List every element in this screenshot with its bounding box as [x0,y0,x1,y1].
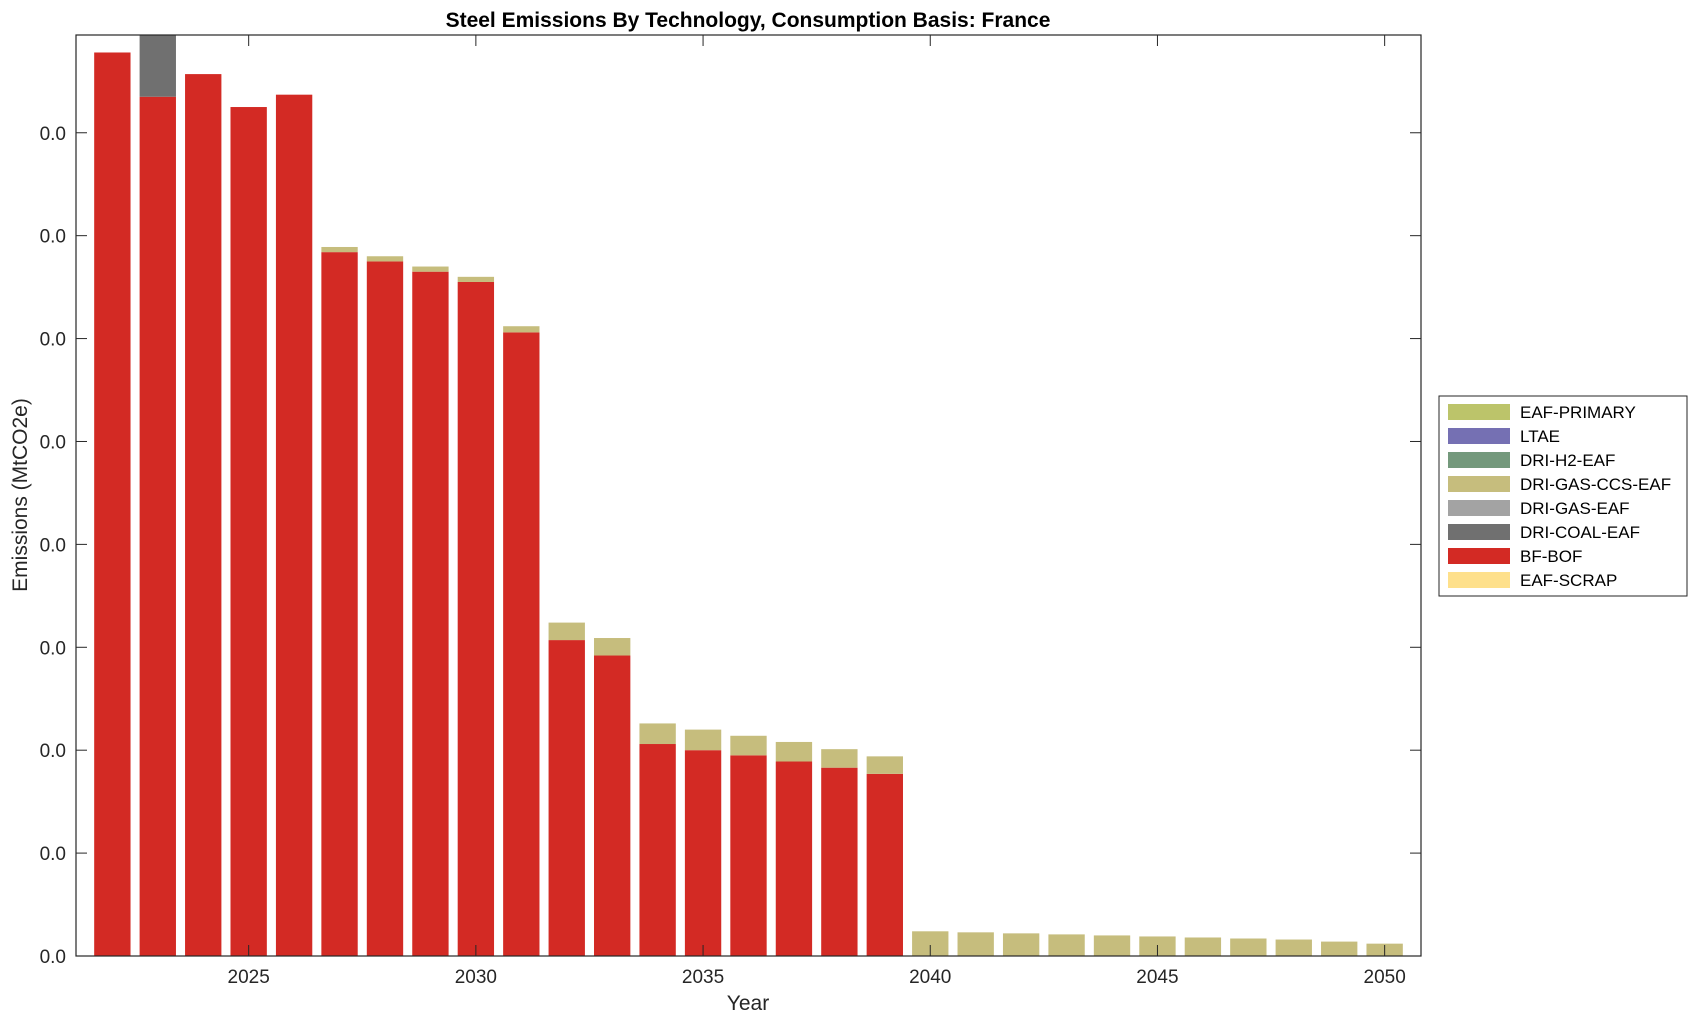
legend-label: DRI-H2-EAF [1520,451,1615,470]
legend-swatch [1448,500,1510,516]
bar-2039-dri-gas-ccs-eaf [866,756,903,774]
bar-2028-dri-gas-ccs-eaf [366,256,404,262]
bar-2030-bf-bof [457,281,495,956]
bar-2035-dri-gas-ccs-eaf [684,729,722,751]
bar-2024-bf-bof [185,74,222,956]
x-axis-label: Year [727,992,769,1015]
bar-2023-bf-bof [139,96,176,956]
legend: EAF-PRIMARY LTAE DRI-H2-EAF DRI-GAS-CCS-EAF… [1438,395,1688,597]
bar-2027-bf-bof [321,252,358,956]
legend-swatch [1448,428,1510,444]
bar-2033-dri-gas-ccs-eaf [594,638,631,656]
bar-2032-bf-bof [548,640,585,956]
bar-2033-bf-bof [594,655,631,956]
x-tick-label: 2025 [228,967,270,988]
legend-label: LTAE [1520,427,1560,446]
bars-layer [94,35,1403,956]
legend-label: DRI-GAS-EAF [1520,499,1630,518]
legend-label: EAF-SCRAP [1520,571,1617,590]
legend-label: DRI-GAS-CCS-EAF [1520,475,1671,494]
plot-area-frame [75,34,1422,957]
bar-2028-bf-bof [366,261,404,956]
legend-item-dri-coal-eaf: DRI-COAL-EAF [1448,523,1640,542]
legend-item-dri-gas-eaf: DRI-GAS-EAF [1448,499,1630,518]
bar-2043-dri-gas-ccs-eaf [1048,934,1085,956]
chart-title: Steel Emissions By Technology, Consumpti… [446,9,1051,32]
legend-item-eaf-primary: EAF-PRIMARY [1448,403,1636,422]
legend-items: EAF-PRIMARY LTAE DRI-H2-EAF DRI-GAS-CCS-EAF… [1448,403,1671,590]
legend-swatch [1448,476,1510,492]
bar-2029-dri-gas-ccs-eaf [412,266,449,272]
legend-item-eaf-scrap: EAF-SCRAP [1448,571,1617,590]
bar-2047-dri-gas-ccs-eaf [1230,938,1267,956]
y-tick-label: 0.0 [40,227,66,248]
legend-box [1438,395,1688,597]
legend-swatch [1448,524,1510,540]
bar-2027-dri-gas-ccs-eaf [321,246,358,253]
legend-swatch [1448,404,1510,420]
legend-swatch [1448,572,1510,588]
bar-2041-dri-gas-ccs-eaf [957,932,994,956]
bar-2037-bf-bof [775,761,813,956]
legend-item-ltae: LTAE [1448,427,1560,446]
y-tick-label: 0.0 [40,844,66,865]
y-tick-label: 0.0 [40,741,66,762]
legend-item-bf-bof: BF-BOF [1448,547,1582,566]
x-tick-label: 2035 [682,967,724,988]
bar-2022-bf-bof [94,52,131,956]
bar-2029-bf-bof [412,271,449,956]
bar-2038-bf-bof [821,767,858,956]
bar-2049-dri-gas-ccs-eaf [1321,941,1358,956]
ticks-layer: 0.0 0.0 0.0 0.0 0.0 0.0 0.0 0.0 0.0 2025 2030 2035 2… [40,35,1421,988]
x-tick-label: 2040 [909,967,951,988]
y-tick-label: 0.0 [40,638,66,659]
legend-swatch [1448,452,1510,468]
bar-2031-bf-bof [503,332,540,956]
legend-label: EAF-PRIMARY [1520,403,1636,422]
x-tick-label: 2045 [1136,967,1178,988]
bar-2038-dri-gas-ccs-eaf [821,749,858,768]
bar-2034-dri-gas-ccs-eaf [639,723,676,745]
legend-item-dri-gas-ccs-eaf: DRI-GAS-CCS-EAF [1448,475,1671,494]
bar-2032-dri-gas-ccs-eaf [548,622,585,641]
bar-2036-bf-bof [730,755,767,956]
bar-2048-dri-gas-ccs-eaf [1275,939,1312,956]
y-tick-label: 0.0 [40,124,66,145]
bar-2039-bf-bof [866,773,903,956]
y-axis-label: Emissions (MtCO2e) [9,398,32,592]
bar-2046-dri-gas-ccs-eaf [1184,937,1222,956]
bar-2042-dri-gas-ccs-eaf [1002,933,1040,956]
bar-2036-dri-gas-ccs-eaf [730,735,767,756]
legend-label: DRI-COAL-EAF [1520,523,1640,542]
bar-2044-dri-gas-ccs-eaf [1093,935,1131,956]
bar-2026-bf-bof [275,94,313,956]
y-tick-label: 0.0 [40,432,66,453]
x-tick-label: 2030 [455,967,497,988]
bar-2034-bf-bof [639,744,676,956]
legend-label: BF-BOF [1520,547,1582,566]
x-tick-label: 2050 [1364,967,1406,988]
y-tick-label: 0.0 [40,947,66,968]
y-tick-label: 0.0 [40,330,66,351]
bar-2031-dri-gas-ccs-eaf [503,326,540,333]
bar-2037-dri-gas-ccs-eaf [775,741,813,762]
bar-2025-bf-bof [230,107,267,956]
legend-swatch [1448,548,1510,564]
bar-2030-dri-gas-ccs-eaf [457,276,495,282]
bar-2035-bf-bof [684,750,722,956]
legend-item-dri-h2-eaf: DRI-H2-EAF [1448,451,1615,470]
y-tick-label: 0.0 [40,535,66,556]
bar-2023-dri-coal-eaf [139,35,176,97]
